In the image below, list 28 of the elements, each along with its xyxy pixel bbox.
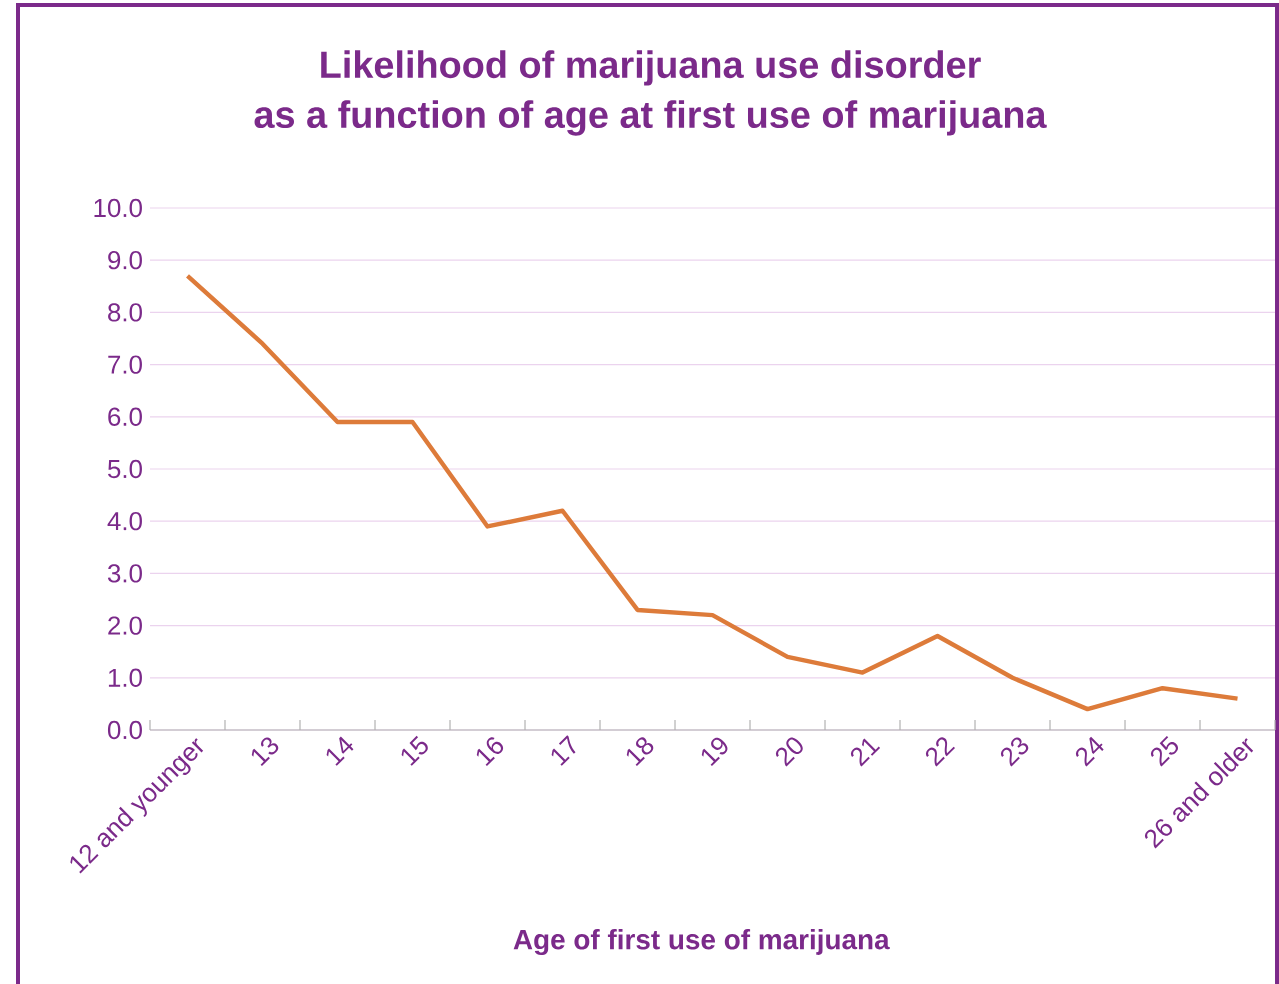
x-tick-label: 24 bbox=[1075, 736, 1104, 767]
y-tick-label: 5.0 bbox=[107, 459, 142, 479]
x-tick-label: 15 bbox=[401, 735, 428, 766]
chart-title: Likelihood of marijuana use disorder bbox=[321, 50, 981, 86]
line-series bbox=[185, 273, 1240, 712]
x-tick-label: 19 bbox=[701, 737, 728, 767]
x-tick-label: 25 bbox=[1150, 736, 1179, 767]
y-tick-label: 6.0 bbox=[108, 407, 142, 426]
y-tick-label: 7.0 bbox=[108, 355, 142, 374]
x-tick-label: 16 bbox=[476, 737, 504, 767]
y-tick-label: 0.0 bbox=[107, 720, 142, 740]
x-tick-label: 17 bbox=[551, 735, 576, 766]
y-tick-label: 3.0 bbox=[107, 564, 142, 583]
y-tick-label: 10.0 bbox=[94, 198, 142, 218]
x-axis-title: Age of first use of marijuana bbox=[513, 928, 890, 956]
x-tick-label: 14 bbox=[326, 736, 354, 766]
x-tick-label: 20 bbox=[775, 737, 803, 767]
x-tick-label: 18 bbox=[626, 737, 654, 767]
y-tick-label: 4.0 bbox=[107, 512, 142, 531]
x-tick-label: 21 bbox=[850, 738, 881, 767]
y-tick-label: 8.0 bbox=[108, 303, 142, 322]
y-tick-label: 9.0 bbox=[108, 251, 142, 270]
y-tick-label: 2.0 bbox=[108, 616, 142, 635]
x-tick-label: 22 bbox=[925, 737, 956, 767]
x-tick-label: 13 bbox=[251, 737, 279, 767]
y-tick-label: 1.0 bbox=[108, 668, 142, 687]
chart-subtitle: as a function of age at first use of marijuana bbox=[254, 100, 1047, 136]
x-tick-label: 23 bbox=[1000, 737, 1029, 767]
